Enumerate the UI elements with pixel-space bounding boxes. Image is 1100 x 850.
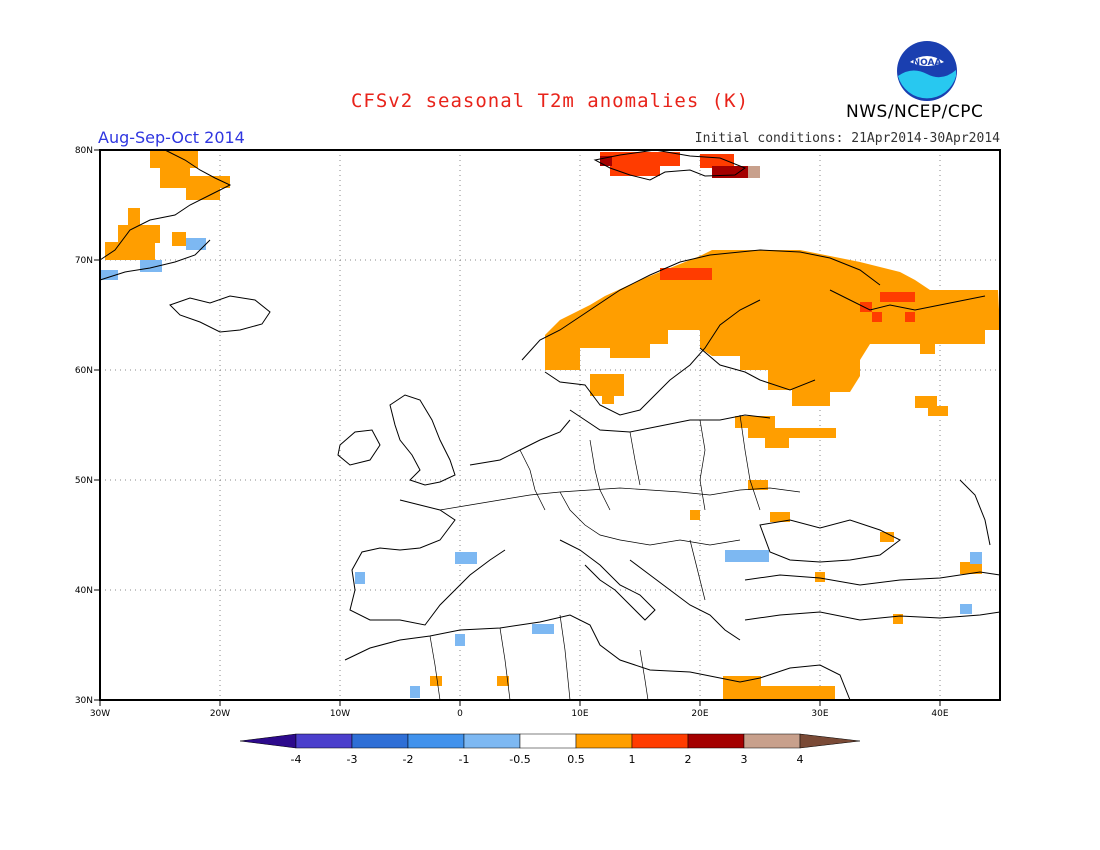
- noaa-logo-icon: NOAA: [897, 41, 957, 101]
- x-tick-label: 20W: [210, 709, 230, 719]
- season-label: Aug-Sep-Oct 2014: [98, 128, 245, 147]
- coastlines: [99, 149, 1001, 701]
- y-tick-label: 70N: [75, 256, 93, 266]
- colorbar-segment: [351, 733, 409, 749]
- initial-conditions-label: Initial conditions: 21Apr2014-30Apr2014: [694, 131, 1000, 146]
- y-tick-label: 40N: [75, 586, 93, 596]
- organization-label: NWS/NCEP/CPC: [846, 102, 984, 122]
- tick-marks: [94, 149, 941, 706]
- map-title: CFSv2 seasonal T2m anomalies (K): [350, 90, 750, 112]
- colorbar-label: -2: [403, 753, 414, 766]
- colorbar-label: -1: [459, 753, 470, 766]
- colorbar-segment: [687, 733, 745, 749]
- x-tick-label: 30E: [811, 709, 828, 719]
- colorbar-label: -4: [291, 753, 302, 766]
- y-tick-label: 80N: [75, 146, 93, 156]
- colorbar-label: 3: [741, 753, 748, 766]
- x-tick-label: 0: [457, 709, 463, 719]
- colorbar-label: -3: [347, 753, 358, 766]
- x-tick-label: 20E: [691, 709, 708, 719]
- colorbar-segment: [407, 733, 465, 749]
- x-tick-label: 40E: [931, 709, 948, 719]
- x-tick-label: 30W: [90, 709, 110, 719]
- colorbar-label: 4: [797, 753, 804, 766]
- colorbar-segment: [295, 733, 353, 749]
- country-borders: [429, 414, 801, 701]
- y-tick-label: 50N: [75, 476, 93, 486]
- colorbar-segment: [463, 733, 521, 749]
- extreme-anomaly-cell: [748, 166, 760, 178]
- colorbar-label: 2: [685, 753, 692, 766]
- gridlines: [100, 150, 1000, 700]
- colorbar-segment: [631, 733, 689, 749]
- colorbar-right-arrow: [799, 733, 861, 749]
- y-tick-label: 30N: [75, 696, 93, 706]
- y-tick-label: 60N: [75, 366, 93, 376]
- x-tick-label: 10E: [571, 709, 588, 719]
- colorbar-label: 0.5: [567, 753, 585, 766]
- colorbar-label: -0.5: [509, 753, 530, 766]
- map-frame: [99, 149, 1001, 701]
- colorbar-segment: [575, 733, 633, 749]
- x-tick-label: 10W: [330, 709, 350, 719]
- svg-text:NOAA: NOAA: [913, 58, 942, 68]
- colorbar-segment: [519, 733, 577, 749]
- colorbar-label: 1: [629, 753, 636, 766]
- colorbar-left-arrow: [239, 733, 297, 749]
- colorbar-segment: [743, 733, 801, 749]
